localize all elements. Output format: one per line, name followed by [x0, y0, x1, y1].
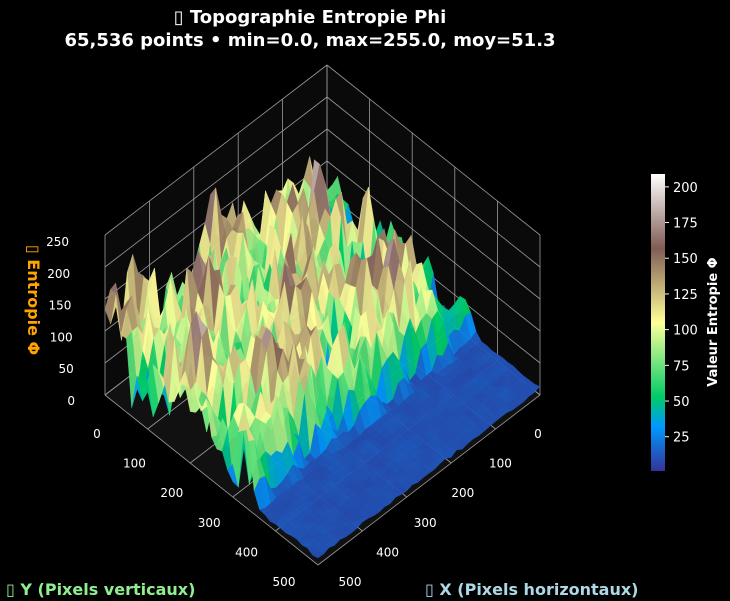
x-tick-label: 100 [489, 457, 512, 471]
colorbar [651, 174, 665, 471]
z-tick-label: 100 [50, 330, 73, 344]
gridline-z [326, 96, 541, 268]
y-tick-label: 200 [160, 486, 183, 500]
x-axis-label: ▯ X (Pixels horizontaux) [425, 580, 638, 599]
y-tick-label: 0 [93, 427, 101, 441]
colorbar-tick-label: 125 [673, 288, 698, 303]
colorbar-tick-label: 150 [673, 252, 698, 267]
y-tick-label: 100 [123, 457, 146, 471]
surface [104, 156, 541, 559]
z-axis-label: ▯ Entropie Φ [24, 245, 43, 355]
surface-patch [312, 550, 324, 559]
x-tick-label: 500 [339, 575, 362, 589]
z-tick-label: 50 [59, 362, 74, 376]
z-tick-label: 250 [46, 235, 69, 249]
gridline-z [104, 96, 328, 268]
x-tick-label: 0 [534, 427, 542, 441]
colorbar-tick-label: 200 [673, 181, 698, 196]
x-tick-label: 300 [414, 516, 437, 530]
gridline-z [326, 64, 541, 236]
y-tick-label: 300 [198, 516, 221, 530]
colorbar-tick-label: 25 [673, 431, 690, 446]
y-tick-label: 500 [273, 575, 296, 589]
gridline-z [104, 64, 328, 236]
chart-subtitle: 65,536 points • min=0.0, max=255.0, moy=… [64, 30, 556, 51]
colorbar-label: Valeur Entropie Φ [706, 257, 721, 386]
gridline-z [326, 128, 541, 300]
x-tick-label: 400 [376, 545, 399, 559]
y-tick-label: 400 [235, 545, 258, 559]
z-tick-label: 0 [67, 394, 75, 408]
colorbar-tick-label: 50 [673, 395, 690, 410]
z-tick-label: 150 [48, 299, 71, 313]
gridline-x [104, 394, 319, 566]
colorbar-tick-label: 100 [673, 324, 698, 339]
pane-x0 [327, 65, 540, 395]
gridline-z [326, 160, 541, 332]
gridline-y [317, 394, 541, 566]
colorbar-tick-label: 175 [673, 217, 698, 232]
x-tick-label: 200 [451, 486, 474, 500]
chart-title: ▯ Topographie Entropie Phi [173, 7, 447, 28]
z-tick-label: 200 [47, 267, 70, 281]
colorbar-tick-label: 75 [673, 359, 690, 374]
y-axis-label: ▯ Y (Pixels verticaux) [6, 580, 195, 599]
